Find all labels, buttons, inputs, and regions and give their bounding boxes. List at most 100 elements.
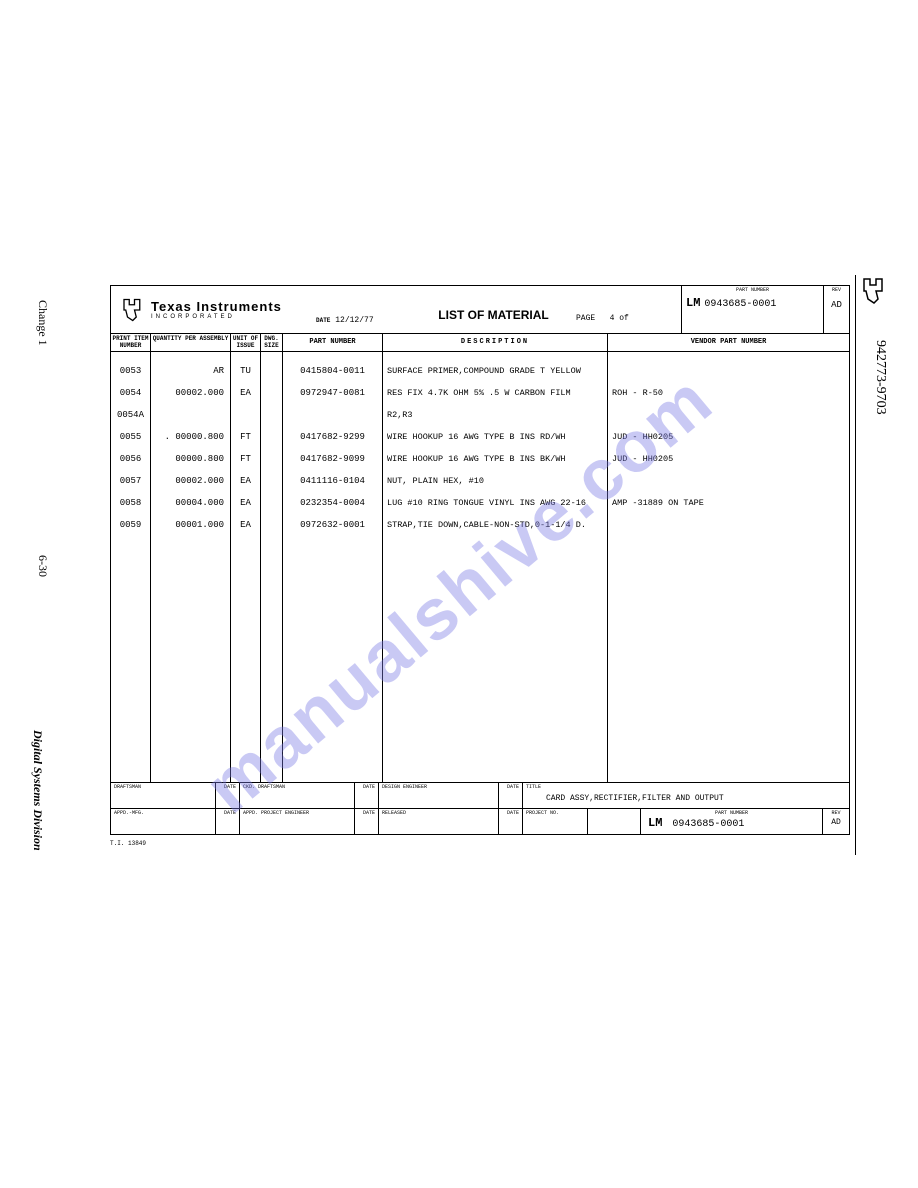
table-cell: 0417682-9099 (283, 448, 382, 470)
f-lm: LM (648, 816, 662, 830)
table-cell: 00002.000 (151, 470, 224, 492)
page-label: PAGE (576, 314, 595, 323)
rev-label: REV (824, 286, 849, 294)
date-value: 12/12/77 (335, 316, 373, 325)
table-cell: 00001.000 (151, 514, 224, 536)
table-cell (261, 470, 282, 492)
table-cell: STRAP,TIE DOWN,CABLE-NON-STD,0-1-1/4 D. (387, 514, 607, 536)
f-date2: DATE (355, 783, 379, 808)
tb-dwg-col (261, 352, 283, 782)
side-page-num: 6-30 (35, 555, 50, 577)
f-rev-value: AD (826, 816, 846, 827)
f-draftsman: DRAFTSMAN (111, 783, 216, 808)
rev-value: AD (824, 294, 849, 310)
f-blank (588, 809, 641, 834)
f-rev: REV AD (823, 809, 849, 834)
f-date1: DATE (216, 783, 240, 808)
table-cell: SURFACE PRIMER,COMPOUND GRADE T YELLOW (387, 360, 607, 382)
side-doc-num: 942773-9703 (872, 340, 888, 415)
table-cell (283, 404, 382, 426)
table-cell: 0411116-0104 (283, 470, 382, 492)
table-cell: JUD - HH0205 (612, 448, 849, 470)
f-date4: DATE (216, 809, 240, 834)
col-item: PRINT ITEM NUMBER (111, 334, 151, 351)
footer-row2: APPD.-MFG. DATE APPD. PROJECT ENGINEER D… (111, 808, 849, 834)
table-cell (261, 426, 282, 448)
col-qty: QUANTITY PER ASSEMBLY (151, 334, 231, 351)
company-cell: Texas Instruments INCORPORATED (111, 286, 316, 333)
right-border-line (855, 275, 856, 855)
ti-logo-icon (117, 296, 145, 324)
tb-part-col: 0415804-00110972947-0081 0417682-92990417… (283, 352, 383, 782)
table-cell: 00004.000 (151, 492, 224, 514)
table-cell: 0059 (111, 514, 150, 536)
f-title: TITLE CARD ASSY,RECTIFIER,FILTER AND OUT… (523, 783, 849, 808)
ti-logo-right-icon (856, 275, 888, 307)
table-cell: 0972947-0081 (283, 382, 382, 404)
table-cell: 0232354-0004 (283, 492, 382, 514)
table-cell: EA (231, 470, 260, 492)
table-cell: 0056 (111, 448, 150, 470)
table-cell: 0415804-0011 (283, 360, 382, 382)
side-division: Digital Systems Division (30, 730, 45, 851)
footer-row1: DRAFTSMAN DATE CKD. DRAFTSMAN DATE DESIG… (111, 782, 849, 808)
f-project-no: PROJECT NO. (523, 809, 588, 834)
f-appd-mfg: APPD.-MFG. (111, 809, 216, 834)
f-date3: DATE (499, 783, 523, 808)
table-cell (261, 514, 282, 536)
table-cell: AR (151, 360, 224, 382)
table-cell: TU (231, 360, 260, 382)
table-cell: 0054 (111, 382, 150, 404)
table-cell: WIRE HOOKUP 16 AWG TYPE B INS RD/WH (387, 426, 607, 448)
date-cell: DATE 12/12/77 (316, 286, 411, 333)
table-cell (261, 448, 282, 470)
form-title: LIST OF MATERIAL (411, 286, 576, 333)
table-cell: 0054A (111, 404, 150, 426)
form-container: Texas Instruments INCORPORATED DATE 12/1… (110, 285, 850, 835)
lm-prefix: LM (686, 296, 700, 310)
table-cell: 0057 (111, 470, 150, 492)
footer-rows: DRAFTSMAN DATE CKD. DRAFTSMAN DATE DESIG… (111, 782, 849, 834)
table-cell: EA (231, 382, 260, 404)
table-cell (261, 492, 282, 514)
form-number: T.I. 13849 (110, 840, 146, 847)
table-cell (231, 404, 260, 426)
tb-unit-col: TUEAFTFTEAEAEA (231, 352, 261, 782)
table-cell: NUT, PLAIN HEX, #10 (387, 470, 607, 492)
table-cell: ROH - R-50 (612, 382, 849, 404)
f-design-eng: DESIGN ENGINEER (379, 783, 499, 808)
table-cell (612, 470, 849, 492)
col-unit: UNIT OF ISSUE (231, 334, 261, 351)
table-cell: 00000.800 (151, 448, 224, 470)
table-cell: 0055 (111, 426, 150, 448)
table-cell: FT (231, 426, 260, 448)
table-body: 005300540054A00550056005700580059 AR 0000… (111, 352, 849, 782)
f-released: RELEASED (379, 809, 499, 834)
table-cell: RES FIX 4.7K OHM 5% .5 W CARBON FILM (387, 382, 607, 404)
col-part: PART NUMBER (283, 334, 383, 351)
form-header: Texas Instruments INCORPORATED DATE 12/1… (111, 286, 849, 334)
col-desc: DESCRIPTION (383, 334, 608, 351)
f-partnum: PART NUMBER LM 0943685-0001 (641, 809, 823, 834)
company-name: Texas Instruments (151, 299, 282, 314)
col-dwg: DWG. SIZE (261, 334, 283, 351)
table-cell: 0972632-0001 (283, 514, 382, 536)
company-sub: INCORPORATED (151, 314, 282, 320)
partnum-value: 0943685-0001 (704, 299, 776, 310)
table-cell: EA (231, 492, 260, 514)
table-cell: WIRE HOOKUP 16 AWG TYPE B INS BK/WH (387, 448, 607, 470)
table-cell (261, 382, 282, 404)
table-cell: AMP -31889 ON TAPE (612, 492, 849, 514)
page-cell: PAGE 4 of (576, 286, 681, 333)
table-cell: 0417682-9299 (283, 426, 382, 448)
f-title-value: CARD ASSY,RECTIFIER,FILTER AND OUTPUT (526, 790, 846, 803)
f-title-label: TITLE (526, 784, 541, 790)
table-cell (612, 404, 849, 426)
table-cell (151, 404, 224, 426)
side-change-label: Change 1 (35, 300, 50, 346)
partnum-cell: PART NUMBER LM 0943685-0001 (681, 286, 823, 333)
table-cell: R2,R3 (387, 404, 607, 426)
page-value: 4 of (610, 314, 629, 323)
table-cell: LUG #10 RING TONGUE VINYL INS AWG 22-16 (387, 492, 607, 514)
tb-item-col: 005300540054A00550056005700580059 (111, 352, 151, 782)
